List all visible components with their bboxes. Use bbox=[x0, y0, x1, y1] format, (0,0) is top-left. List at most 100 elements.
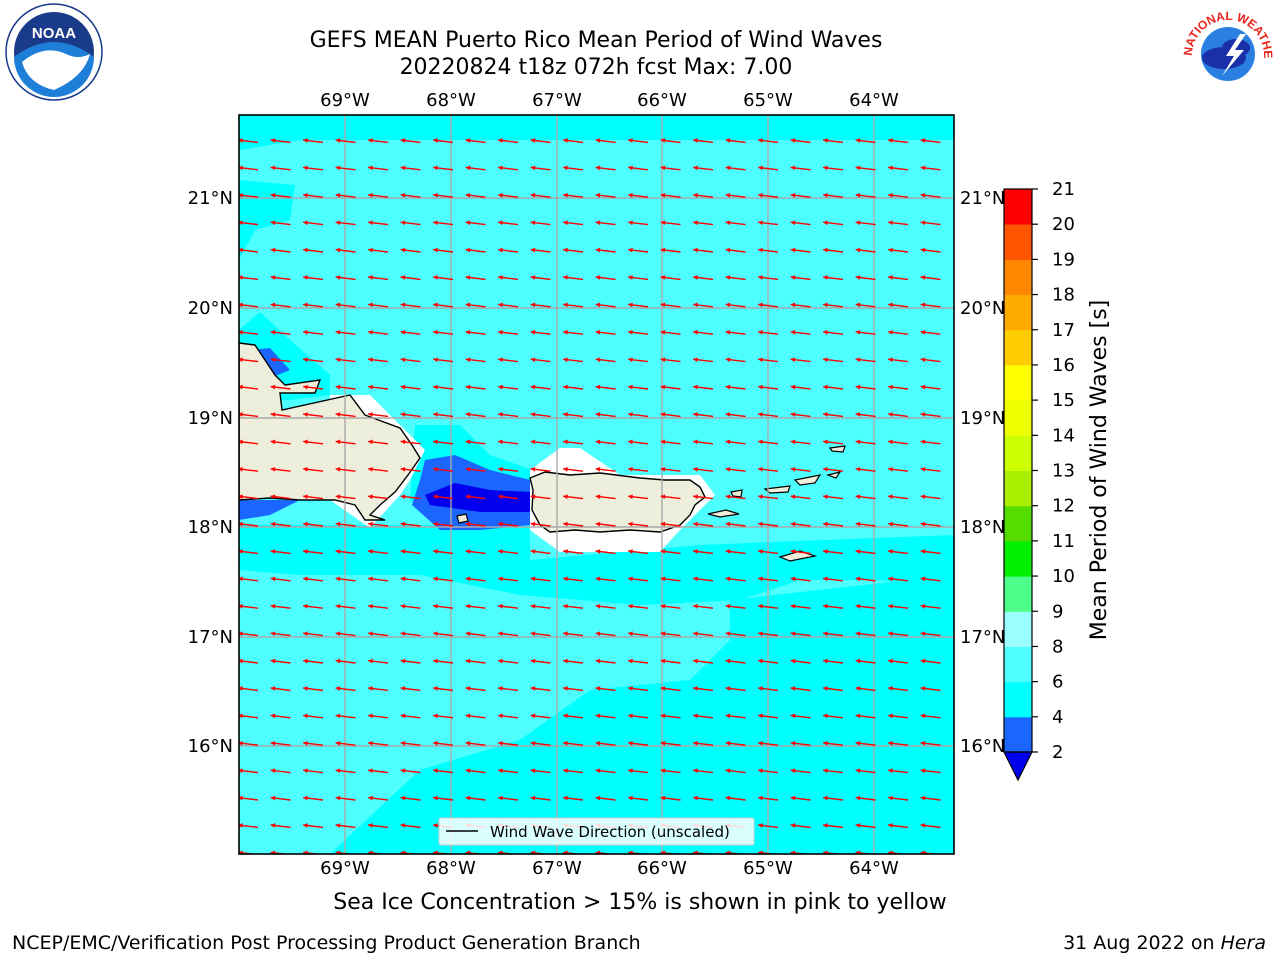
wind-arrow-head bbox=[920, 302, 926, 308]
wind-arrow-head bbox=[465, 686, 471, 691]
wind-arrow-head bbox=[693, 576, 698, 582]
wind-arrow-head bbox=[758, 740, 763, 746]
wind-arrow-head bbox=[303, 384, 308, 390]
wind-arrow-head bbox=[888, 850, 893, 854]
colorbar-segment bbox=[1004, 646, 1032, 683]
lon-label: 68°W bbox=[426, 858, 476, 879]
wind-arrow-head bbox=[888, 247, 893, 253]
wind-arrow-head bbox=[660, 713, 666, 719]
wind-arrow-head bbox=[790, 412, 796, 417]
wind-arrow-head bbox=[368, 302, 373, 308]
wind-arrow-head bbox=[563, 138, 568, 143]
wind-arrow-head bbox=[530, 740, 536, 746]
wind-arrow-head bbox=[239, 192, 243, 198]
wind-arrow-head bbox=[400, 603, 406, 609]
wind-arrow-head bbox=[920, 576, 926, 582]
wind-arrow-head bbox=[335, 412, 341, 417]
wind-arrow-head bbox=[303, 549, 308, 554]
wind-arrow-head bbox=[725, 521, 731, 527]
wind-arrow-head bbox=[335, 658, 341, 664]
puerto-rico-land bbox=[529, 471, 706, 533]
wind-arrow-head bbox=[790, 850, 796, 854]
wind-arrow-head bbox=[498, 576, 503, 582]
wind-arrow-head bbox=[920, 412, 926, 417]
wind-arrow-head bbox=[400, 740, 406, 746]
wind-arrow-head bbox=[693, 220, 698, 226]
wind-arrow-head bbox=[790, 576, 796, 582]
wind-arrow-head bbox=[790, 768, 796, 774]
wind-arrow-head bbox=[693, 521, 698, 527]
wind-arrow-head bbox=[660, 549, 666, 554]
wind-arrow-head bbox=[758, 275, 763, 280]
lon-label: 69°W bbox=[320, 858, 370, 879]
wind-arrow-head bbox=[595, 165, 601, 171]
wind-arrow-head bbox=[855, 768, 861, 774]
wind-arrow-head bbox=[335, 466, 341, 472]
wind-arrow-head bbox=[725, 713, 731, 719]
wind-arrow-head bbox=[239, 549, 243, 554]
wind-arrow-head bbox=[239, 740, 243, 746]
wind-arrow-head bbox=[368, 713, 373, 719]
wind-arrow-head bbox=[433, 603, 438, 609]
wind-arrow-head bbox=[400, 549, 406, 554]
wind-arrow-head bbox=[693, 439, 698, 445]
wind-arrow-head bbox=[563, 494, 568, 500]
wind-arrow-head bbox=[433, 631, 438, 637]
wind-arrow-head bbox=[693, 713, 698, 719]
wind-arrow-head bbox=[530, 247, 536, 253]
wind-arrow-head bbox=[270, 768, 276, 774]
wind-arrow-head bbox=[563, 247, 568, 253]
wind-arrow-head bbox=[498, 329, 503, 335]
wind-arrow-head bbox=[303, 603, 308, 609]
wind-arrow-head bbox=[855, 713, 861, 719]
wind-arrow-head bbox=[888, 357, 893, 363]
wind-arrow-head bbox=[335, 521, 341, 527]
wind-arrow-head bbox=[595, 850, 601, 854]
wind-arrow-head bbox=[758, 357, 763, 363]
wind-arrow-head bbox=[303, 439, 308, 445]
colorbar-segment bbox=[1004, 681, 1032, 718]
wind-arrow-head bbox=[400, 823, 406, 828]
wind-arrow-head bbox=[790, 247, 796, 253]
wind-arrow-head bbox=[270, 220, 276, 226]
wind-arrow-head bbox=[823, 768, 828, 774]
colorbar-segment bbox=[1004, 540, 1032, 577]
wind-arrow-head bbox=[498, 494, 503, 500]
wind-arrow-head bbox=[303, 576, 308, 582]
wind-arrow-head bbox=[790, 384, 796, 390]
colorbar-segment bbox=[1004, 259, 1032, 296]
wind-arrow-head bbox=[855, 823, 861, 828]
sea-ice-note: Sea Ice Concentration > 15% is shown in … bbox=[333, 890, 947, 915]
lon-label: 67°W bbox=[532, 90, 582, 111]
wind-arrow-head bbox=[725, 850, 731, 854]
wind-arrow-head bbox=[433, 823, 438, 828]
wind-arrow-head bbox=[693, 603, 698, 609]
colorbar-tick-label: 4 bbox=[1052, 707, 1063, 728]
wind-arrow-head bbox=[498, 768, 503, 774]
wind-arrow-head bbox=[595, 412, 601, 417]
wind-arrow-head bbox=[823, 220, 828, 226]
wind-arrow-head bbox=[855, 302, 861, 308]
wind-arrow-head bbox=[888, 466, 893, 472]
wind-arrow-head bbox=[628, 521, 633, 527]
wind-arrow-head bbox=[530, 439, 536, 445]
wind-arrow-head bbox=[595, 521, 601, 527]
wind-arrow-head bbox=[888, 165, 893, 171]
wind-arrow-head bbox=[758, 439, 763, 445]
wind-arrow-head bbox=[758, 384, 763, 390]
wind-arrow-head bbox=[758, 631, 763, 637]
wind-arrow-head bbox=[725, 302, 731, 308]
wind-arrow-head bbox=[563, 686, 568, 691]
wind-arrow-head bbox=[465, 165, 471, 171]
wind-arrow-head bbox=[335, 795, 341, 801]
wind-arrow-head bbox=[335, 302, 341, 308]
wind-arrow-head bbox=[400, 192, 406, 198]
wind-arrow-head bbox=[303, 466, 308, 472]
lat-label: 19°N bbox=[960, 408, 1005, 429]
wind-arrow-head bbox=[725, 220, 731, 226]
wind-arrow-head bbox=[855, 631, 861, 637]
wind-arrow-head bbox=[595, 768, 601, 774]
wind-arrow-head bbox=[239, 138, 243, 143]
wind-arrow-head bbox=[433, 740, 438, 746]
wind-arrow-head bbox=[270, 658, 276, 664]
